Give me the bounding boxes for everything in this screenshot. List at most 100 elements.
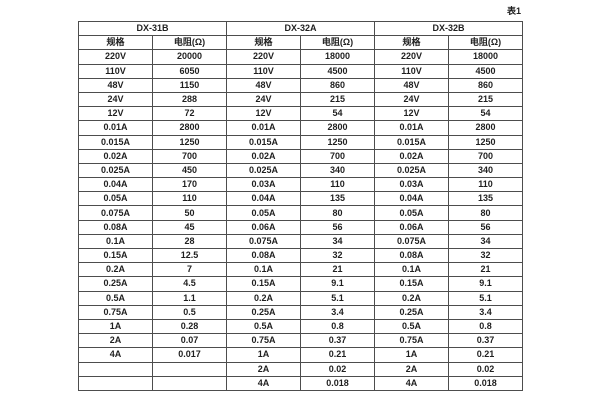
spec-cell: 0.02A: [374, 148, 449, 164]
resistance-cell: 4500: [448, 63, 523, 79]
resistance-cell: 21: [448, 262, 523, 278]
resistance-cell: 0.37: [300, 333, 375, 349]
resistance-cell: 9.1: [448, 276, 523, 292]
table-row: 0.25A 4.5 0.15A 9.1 0.15A 9.1: [78, 276, 523, 292]
resistance-cell: 80: [448, 205, 523, 221]
resistance-cell: 0.02: [448, 361, 523, 377]
spec-cell: 0.1A: [374, 262, 449, 278]
spec-cell: 0.05A: [78, 191, 153, 207]
spec-cell: 0.02A: [226, 148, 301, 164]
spec-cell: 0.5A: [374, 318, 449, 335]
resistance-cell: 110: [448, 177, 523, 193]
spec-cell: [78, 361, 153, 377]
table-row: 24V 288 24V 215 24V 215: [78, 91, 523, 108]
spec-cell: 0.06A: [374, 219, 449, 235]
spec-cell: 0.2A: [78, 262, 153, 278]
table-row: 0.75A 0.5 0.25A 3.4 0.25A 3.4: [78, 304, 523, 320]
spec-cell: 0.075A: [374, 233, 449, 250]
spec-cell: 0.03A: [226, 177, 301, 193]
spec-cell: 0.025A: [78, 162, 153, 179]
spec-cell: 0.075A: [78, 205, 153, 221]
spec-cell: 24V: [78, 91, 153, 108]
resistance-cell: 45: [152, 219, 227, 235]
table-row: 0.2A 7 0.1A 21 0.1A 21: [78, 262, 523, 278]
spec-cell: [78, 375, 153, 391]
spec-cell: 0.1A: [78, 233, 153, 250]
resistance-cell: 54: [300, 106, 375, 122]
resistance-cell: 56: [448, 219, 523, 235]
resistance-cell: [152, 375, 227, 391]
spec-cell: 0.03A: [374, 177, 449, 193]
resistance-cell: 340: [448, 162, 523, 179]
resistance-cell: 2800: [300, 120, 375, 136]
spec-cell: 48V: [374, 77, 449, 93]
spec-cell: 0.06A: [226, 219, 301, 235]
spec-cell: 0.025A: [374, 162, 449, 179]
column-header-row: 规格 电阻(Ω) 规格 电阻(Ω) 规格 电阻(Ω): [78, 35, 523, 51]
spec-cell: 0.075A: [226, 233, 301, 250]
spec-cell: 48V: [226, 77, 301, 93]
resistance-cell: 20000: [152, 49, 227, 65]
table-row: 220V 20000 220V 18000 220V 18000: [78, 49, 523, 65]
spec-cell: 220V: [374, 49, 449, 65]
resistance-cell: 110: [152, 191, 227, 207]
resistance-cell: 135: [300, 191, 375, 207]
resistance-cell: 1250: [300, 134, 375, 150]
spec-cell: 0.01A: [78, 120, 153, 136]
group-header-dx32b: DX-32B: [374, 20, 523, 37]
table-row: 0.01A 2800 0.01A 2800 0.01A 2800: [78, 120, 523, 136]
resistance-cell: 7: [152, 262, 227, 278]
resistance-cell: 18000: [300, 49, 375, 65]
spec-cell: 0.08A: [226, 247, 301, 264]
spec-cell: 12V: [78, 106, 153, 122]
spec-cell: 110V: [78, 63, 153, 79]
spec-cell: 0.025A: [226, 162, 301, 179]
spec-column-header: 规格: [374, 35, 449, 51]
spec-cell: 0.75A: [226, 333, 301, 349]
resistance-cell: 72: [152, 106, 227, 122]
table-row: 0.04A 170 0.03A 110 0.03A 110: [78, 177, 523, 193]
resistance-cell: 0.37: [448, 333, 523, 349]
resistance-cell: 0.8: [300, 318, 375, 335]
spec-cell: 0.25A: [78, 276, 153, 292]
spec-cell: 110V: [226, 63, 301, 79]
table-caption: 表1: [506, 6, 521, 16]
resistance-cell: 28: [152, 233, 227, 250]
resistance-cell: 0.02: [300, 361, 375, 377]
table-row: 1A 0.28 0.5A 0.8 0.5A 0.8: [78, 318, 523, 335]
resistance-column-header: 电阻(Ω): [300, 35, 375, 51]
spec-cell: 0.01A: [226, 120, 301, 136]
resistance-cell: 1150: [152, 77, 227, 93]
table-row: 4A 0.018 4A 0.018: [78, 375, 523, 391]
table-row: 0.5A 1.1 0.2A 5.1 0.2A 5.1: [78, 290, 523, 306]
resistance-cell: 3.4: [448, 304, 523, 320]
table-body: 220V 20000 220V 18000 220V 18000 110V 6050 110V 4…: [78, 49, 523, 391]
spec-cell: 24V: [374, 91, 449, 108]
spec-cell: 0.1A: [226, 262, 301, 278]
table-row: 110V 6050 110V 4500 110V 4500: [78, 63, 523, 79]
spec-cell: 0.05A: [374, 205, 449, 221]
spec-cell: 4A: [226, 375, 301, 391]
spec-cell: 1A: [374, 347, 449, 363]
resistance-cell: 860: [448, 77, 523, 93]
table-row: 12V 72 12V 54 12V 54: [78, 106, 523, 122]
spec-cell: 0.5A: [226, 318, 301, 335]
spec-cell: 1A: [78, 318, 153, 335]
table-header: DX-31B DX-32A DX-32B 规格 电阻(Ω) 规格 电阻(Ω) 规…: [78, 20, 523, 51]
resistance-cell: 5.1: [448, 290, 523, 306]
spec-cell: 0.015A: [78, 134, 153, 150]
spec-cell: 2A: [226, 361, 301, 377]
spec-cell: 0.25A: [226, 304, 301, 320]
group-header-dx31b: DX-31B: [78, 20, 227, 37]
spec-cell: 0.15A: [226, 276, 301, 292]
spec-cell: 0.2A: [374, 290, 449, 306]
resistance-cell: 34: [300, 233, 375, 250]
resistance-cell: 1.1: [152, 290, 227, 306]
spec-cell: 0.15A: [78, 247, 153, 264]
table-row: 48V 1150 48V 860 48V 860: [78, 77, 523, 93]
spec-table: DX-31B DX-32A DX-32B 规格 电阻(Ω) 规格 电阻(Ω) 规…: [78, 20, 523, 391]
resistance-cell: 0.28: [152, 318, 227, 335]
resistance-cell: 21: [300, 262, 375, 278]
resistance-cell: 0.21: [300, 347, 375, 363]
